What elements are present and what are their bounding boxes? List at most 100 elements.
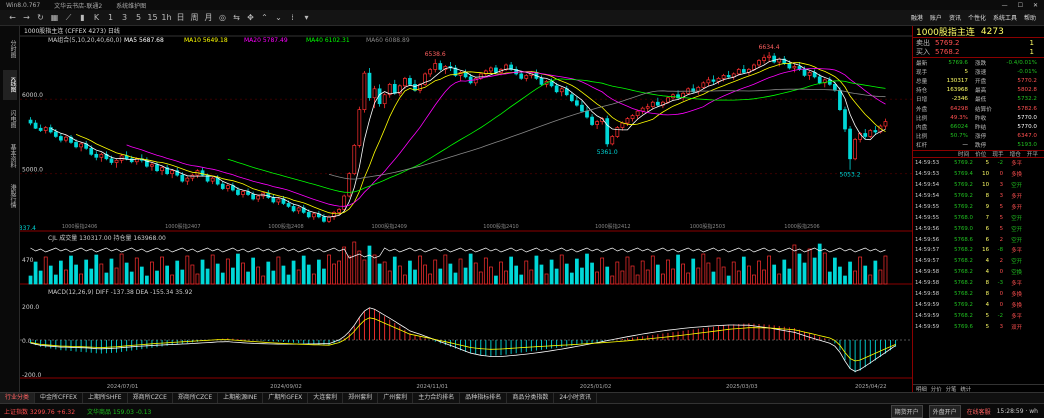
grid-icon[interactable]: ▦: [50, 13, 59, 22]
date-axis-label: 2024/11/01: [416, 384, 448, 390]
market-tab[interactable]: 郑商所CZCE: [128, 393, 173, 403]
collapse-icon[interactable]: ⌄: [275, 13, 282, 22]
candle-body: [767, 55, 771, 58]
close-icon[interactable]: ✕: [1032, 1, 1038, 9]
candle-body: [691, 88, 696, 93]
candle-body: [650, 101, 655, 108]
market-tab[interactable]: 上期所SHFE: [83, 393, 128, 403]
market-tab[interactable]: 行业分类: [0, 393, 36, 403]
menu-help[interactable]: 帮助: [1023, 15, 1036, 22]
scale-icon[interactable]: ⇆: [233, 13, 240, 22]
tick-row[interactable]: 14:59:55 5768.0 7 5 空开: [913, 212, 1044, 223]
online-service-link[interactable]: 在线客服: [966, 408, 991, 416]
tick-row[interactable]: 14:59:55 5769.2 9 5 多开: [913, 201, 1044, 212]
tick-row[interactable]: 14:59:58 5768.2 4 0 空换: [913, 267, 1044, 278]
tick-row[interactable]: 14:59:53 5769.2 5 -2 多平: [913, 158, 1044, 169]
market-tab[interactable]: 中金所CFFEX: [35, 393, 84, 403]
candle-icon[interactable]: ▮: [80, 13, 85, 22]
arrows-icon[interactable]: ✥: [247, 13, 254, 22]
month-button[interactable]: 月: [204, 13, 213, 22]
market-tab[interactable]: 商品分类指数: [507, 393, 555, 403]
forward-icon[interactable]: →: [23, 13, 30, 22]
foreign-account-button[interactable]: 外盘开户: [928, 404, 961, 418]
bars-icon[interactable]: ⁞: [291, 13, 294, 22]
tick-p: 5768.2: [954, 269, 973, 276]
sidebar-item-kline[interactable]: K线图: [3, 70, 17, 100]
menu-personalize[interactable]: 个性化: [967, 15, 986, 22]
k-icon[interactable]: K: [93, 13, 100, 22]
tick-row[interactable]: 14:59:57 5768.2 4 2 空开: [913, 256, 1044, 267]
market-tab[interactable]: 大连套利: [308, 393, 344, 403]
menu-news[interactable]: 资讯: [948, 15, 961, 22]
back-icon[interactable]: ←: [9, 13, 16, 22]
period-15-button[interactable]: 15: [147, 13, 158, 22]
line-chart-icon[interactable]: ⟋: [65, 12, 72, 22]
expand-icon[interactable]: ⌃: [261, 13, 268, 22]
tick-p: 5769.2: [954, 160, 973, 167]
tick-row[interactable]: 14:59:59 5768.2 5 -2 多平: [913, 310, 1044, 321]
buy-row[interactable]: 买入 5768.2 1: [913, 47, 1044, 56]
market-tab[interactable]: 品种指标排名: [460, 393, 508, 403]
tick-ty: 双开: [1011, 324, 1022, 331]
period-3-button[interactable]: 3: [121, 13, 128, 22]
tick-row[interactable]: 14:59:56 5769.0 6 5 空开: [913, 223, 1044, 234]
market-tab[interactable]: 广期所GFEX: [263, 393, 309, 403]
candle-body: [883, 121, 888, 127]
volume-bar: [539, 264, 544, 285]
quote-stat-v2: 5782.6: [1017, 105, 1037, 112]
maximize-icon[interactable]: ☐: [1017, 1, 1023, 9]
sidebar-item-flash[interactable]: 闪电图: [9, 110, 16, 128]
period-5-button[interactable]: 5: [135, 13, 142, 22]
refresh-icon[interactable]: ↻: [37, 13, 44, 22]
market-tab[interactable]: 主力合约排名: [413, 393, 461, 403]
menu-ronggang[interactable]: 融港: [910, 15, 923, 22]
eye-icon[interactable]: ◎: [219, 13, 226, 22]
tick-ty: 多开: [1011, 204, 1022, 211]
tick-ty: 多换: [1011, 292, 1022, 298]
tick-row[interactable]: 14:59:59 5769.6 5 3 双开: [913, 321, 1044, 332]
candle-body: [322, 216, 326, 222]
period-1-button[interactable]: 1: [107, 13, 114, 22]
kline-chart-area[interactable]: 1000股指主连 (CFFEX 4273) 日线 MA组合(5,10,20,40,…: [20, 26, 912, 392]
tick-row[interactable]: 14:59:54 5769.2 8 3 多开: [913, 191, 1044, 202]
tick-row[interactable]: 14:59:53 5769.4 10 0 多换: [913, 169, 1044, 180]
market-tab[interactable]: 郑商所CZCE: [173, 393, 219, 403]
sidebar-item-profile[interactable]: 基本资料: [9, 144, 16, 168]
quote-stat-row: 内盘 66024 昨结 5770.0: [913, 122, 1044, 131]
more-icon[interactable]: ▾: [304, 13, 309, 22]
market-tab[interactable]: 郑州套利: [343, 393, 379, 403]
futures-account-button[interactable]: 期货开户: [890, 404, 923, 418]
market-tab[interactable]: 上期能源INE: [218, 393, 264, 403]
candle-body: [397, 85, 402, 94]
period-1h-button[interactable]: 1h: [161, 13, 172, 22]
tick-row[interactable]: 14:59:58 5768.2 8 0 多换: [913, 289, 1044, 300]
menu-system-tools[interactable]: 系统工具: [992, 15, 1017, 22]
minimize-icon[interactable]: —: [1001, 1, 1008, 9]
tick-row[interactable]: 14:59:54 5769.2 10 3 空开: [913, 180, 1044, 191]
kline-chart[interactable]: 1000股指主连 (CFFEX 4273) 日线MA组合(5,10,20,40,…: [20, 26, 912, 392]
week-button[interactable]: 周: [190, 13, 199, 22]
tick-list[interactable]: 14:59:53 5769.2 5 -2 多平 14:59:53 5769.4 10 0 多换 14…: [913, 158, 1044, 332]
tab-stats[interactable]: 统计: [960, 386, 972, 393]
tab-ticks[interactable]: 分笔: [945, 386, 957, 393]
market-tab[interactable]: 24小时资讯: [554, 393, 597, 403]
tab-detail[interactable]: 明细: [916, 386, 927, 393]
volume-bar: [792, 244, 797, 285]
volume-bar: [347, 255, 352, 285]
tick-row[interactable]: 14:59:59 5769.2 4 0 多换: [913, 299, 1044, 310]
sidebar-item-timeshare[interactable]: 分时图: [9, 40, 16, 58]
candle-body: [185, 177, 190, 182]
day-button[interactable]: 日: [176, 13, 185, 22]
tick-row[interactable]: 14:59:56 5768.6 6 2 空开: [913, 234, 1044, 245]
tab-price-dist[interactable]: 分价: [930, 386, 942, 393]
menu-account[interactable]: 账户: [929, 15, 942, 22]
candle-body: [514, 69, 519, 75]
volume-bar: [362, 259, 367, 285]
tick-p: 5769.6: [954, 323, 973, 330]
tick-row[interactable]: 14:59:57 5768.2 16 -8 多平: [913, 245, 1044, 256]
volume-bar: [625, 256, 630, 285]
market-tab[interactable]: 广州套利: [378, 393, 414, 403]
sell-row[interactable]: 卖出 5769.2 1: [913, 38, 1044, 47]
tick-row[interactable]: 14:59:58 5768.2 8 -3 多平: [913, 278, 1044, 289]
sidebar-item-hk[interactable]: 港股行情: [9, 184, 16, 208]
